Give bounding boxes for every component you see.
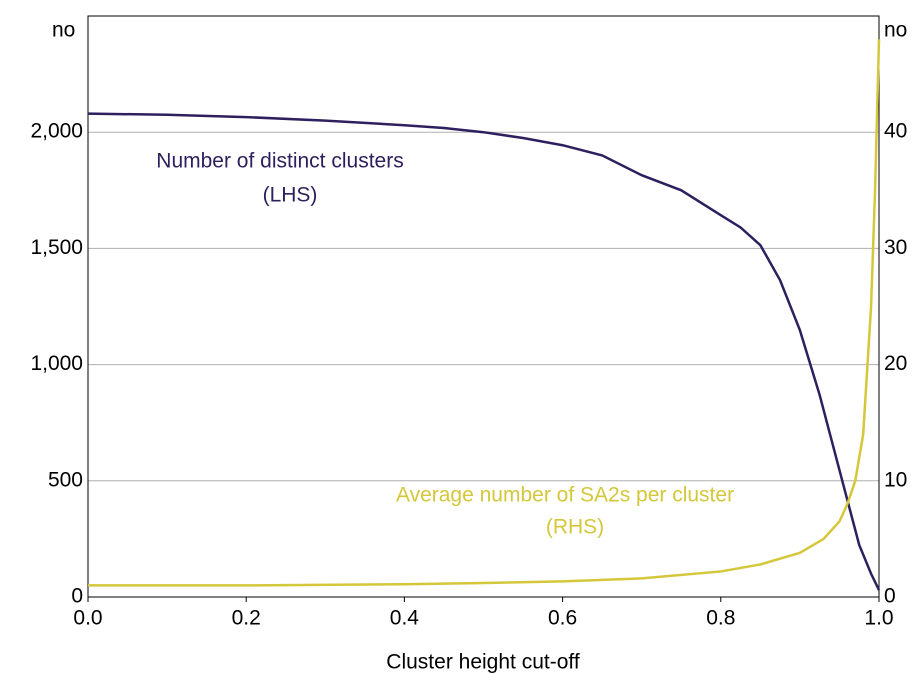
x-tick-label: 0.2 — [232, 607, 261, 630]
x-tick-label: 1.0 — [864, 607, 893, 630]
y-tick-label: 1,000 — [30, 352, 83, 375]
series-line — [87, 112, 881, 591]
y2-unit: no — [884, 19, 907, 42]
series-annotation: (RHS) — [546, 516, 604, 539]
series-annotation: Number of distinct clusters — [156, 150, 403, 173]
y-unit: no — [52, 19, 75, 42]
y-tick-label: 2,000 — [30, 120, 83, 143]
y2-tick-label: 10 — [884, 468, 907, 491]
series-annotation: (LHS) — [263, 184, 318, 207]
x-axis-label: Cluster height cut-off — [386, 651, 580, 674]
plot-frame — [87, 15, 880, 598]
y-tick-label: 500 — [48, 468, 83, 491]
series-annotation: Average number of SA2s per cluster — [396, 484, 734, 507]
x-tick-label: 0.8 — [706, 607, 735, 630]
y2-tick-label: 20 — [884, 352, 907, 375]
y-tick-label: 1,500 — [30, 236, 83, 259]
series-line — [88, 39, 881, 587]
x-tick-label: 0.4 — [390, 607, 420, 630]
y2-tick-label: 0 — [884, 585, 896, 608]
x-tick-label: 0.6 — [548, 607, 577, 630]
x-tick-label: 0.0 — [73, 607, 102, 630]
y2-tick-label: 40 — [884, 120, 907, 143]
y2-tick-label: 30 — [884, 236, 907, 259]
y-tick-label: 0 — [71, 585, 83, 608]
